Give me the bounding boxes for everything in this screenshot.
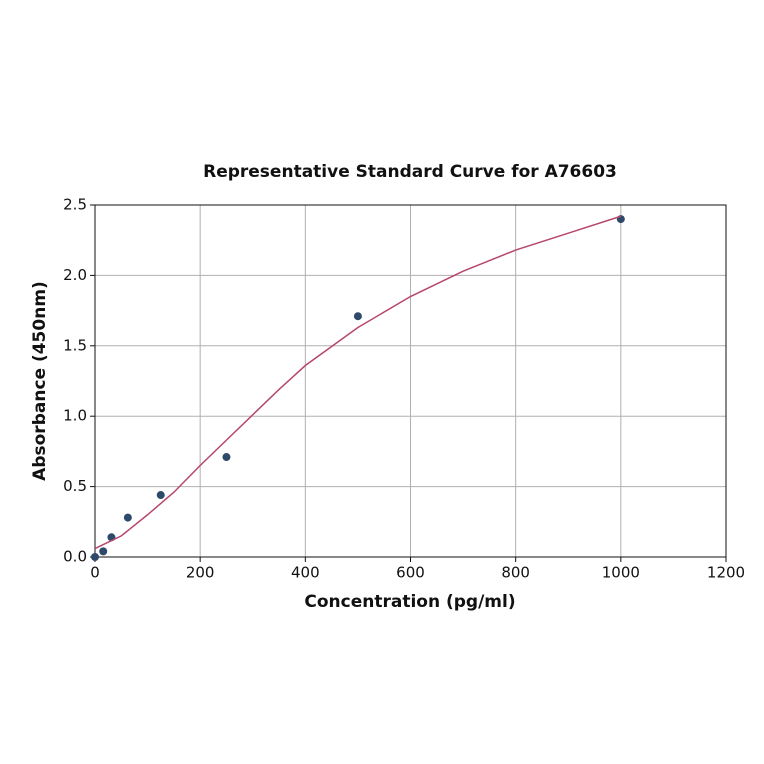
- y-axis-title: Absorbance (450nm): [30, 281, 50, 481]
- plot-frame: [94, 204, 727, 558]
- x-tick-label: 0: [90, 564, 100, 582]
- x-tick-label: 400: [291, 564, 320, 582]
- x-axis-title: Concentration (pg/ml): [304, 592, 515, 612]
- x-tick-label: 1000: [602, 564, 640, 582]
- data-point: [123, 513, 132, 522]
- data-point: [353, 312, 362, 321]
- chart-title: Representative Standard Curve for A76603: [203, 162, 617, 182]
- y-tick-label: 2.0: [63, 266, 87, 284]
- x-tick-label: 600: [396, 564, 425, 582]
- y-tick-label: 1.5: [63, 336, 87, 354]
- x-tick-label: 800: [501, 564, 530, 582]
- x-tick-label: 200: [186, 564, 215, 582]
- fit-curve: [94, 215, 622, 550]
- data-point: [91, 553, 99, 561]
- y-tick-label: 1.0: [63, 407, 87, 425]
- data-point: [99, 547, 108, 556]
- y-tick-label: 2.5: [63, 196, 87, 214]
- data-point: [156, 491, 165, 500]
- y-tick-label: 0.0: [63, 548, 87, 566]
- x-tick-label: 1200: [707, 564, 745, 582]
- data-point: [222, 453, 231, 462]
- y-tick-label: 0.5: [63, 477, 87, 495]
